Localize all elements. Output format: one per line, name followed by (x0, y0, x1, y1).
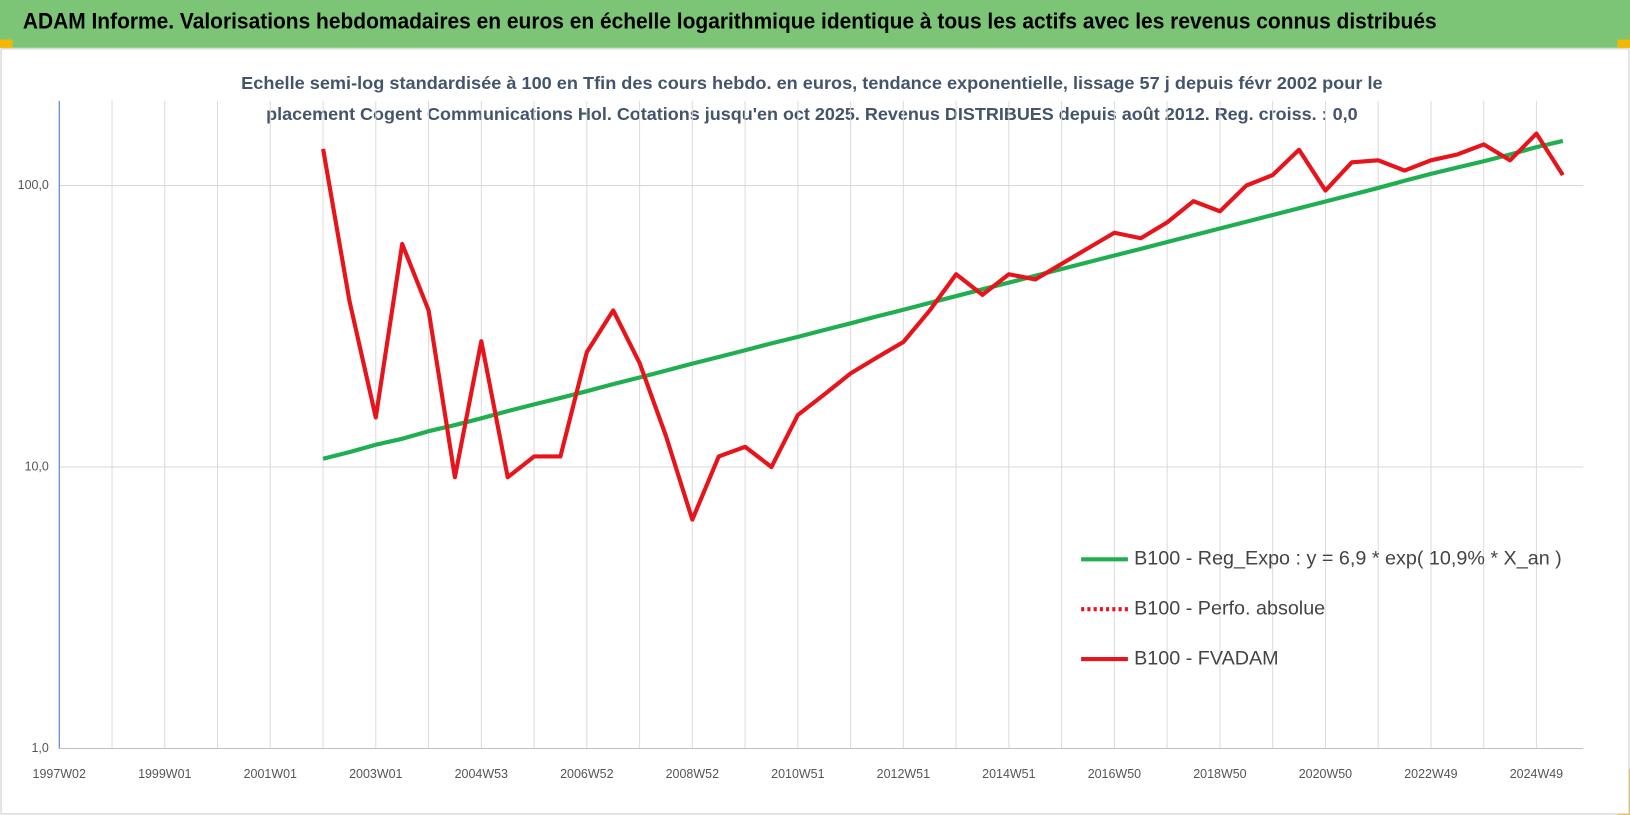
x-tick-label: 2020W50 (1299, 767, 1352, 781)
legend-label: B100 - Reg_Expo : y = 6,9 * exp( 10,9% *… (1134, 547, 1562, 569)
x-tick-label: 2004W53 (455, 767, 508, 781)
x-tick-label: 2016W50 (1088, 767, 1141, 781)
x-tick-label: 2008W52 (666, 767, 719, 781)
series-line (322, 138, 1564, 461)
x-tick-label: 2006W52 (560, 767, 613, 781)
x-tick-label: 2022W49 (1404, 767, 1457, 781)
plot-frame (0, 48, 1630, 815)
chart-subtitle: placement Cogent Communications Hol. Cot… (266, 104, 1358, 124)
x-tick-label: 2024W49 (1510, 767, 1563, 781)
x-tick-label: 1997W02 (33, 767, 86, 781)
x-tick-label: 1999W01 (138, 767, 191, 781)
header-bar (0, 0, 1630, 48)
x-tick-label: 2012W51 (877, 767, 930, 781)
legend-label: B100 - FVADAM (1134, 647, 1279, 669)
corner (0, 39, 13, 48)
y-tick-label: 1,0 (32, 741, 49, 755)
series-line (321, 131, 1565, 522)
page-title: ADAM Informe. Valorisations hebdomadaire… (23, 9, 1437, 34)
y-tick-label: 10,0 (25, 459, 49, 473)
x-tick-label: 2001W01 (244, 767, 297, 781)
chart-subtitle: Echelle semi-log standardisée à 100 en T… (241, 73, 1383, 93)
x-tick-label: 2014W51 (982, 767, 1035, 781)
y-tick-label: 100,0 (18, 178, 49, 192)
corner (1617, 39, 1630, 48)
x-tick-label: 2018W50 (1193, 767, 1246, 781)
x-tick-label: 2010W51 (771, 767, 824, 781)
legend-label: B100 - Perfo. absolue (1134, 597, 1325, 619)
x-tick-label: 2003W01 (349, 767, 402, 781)
